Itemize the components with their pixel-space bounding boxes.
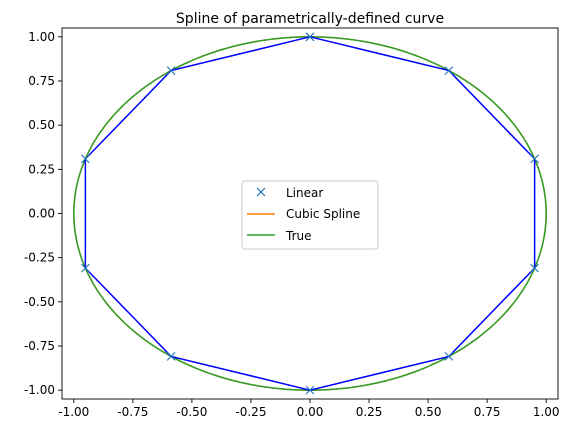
linear-point-marker [80, 154, 90, 164]
linear-point-marker [305, 385, 315, 395]
y-tick-label: -0.75 [24, 339, 55, 353]
chart-title: Spline of parametrically-defined curve [176, 11, 444, 27]
x-tick-label: -1.00 [58, 405, 89, 419]
linear-point-marker [444, 352, 454, 361]
y-tick-label: 0.75 [28, 74, 55, 88]
x-tick-label: -0.25 [235, 405, 266, 419]
linear-point-marker [444, 66, 454, 75]
x-tick-label: -0.50 [176, 405, 207, 419]
legend-label-linear: Linear [286, 186, 323, 200]
y-tick-label: 1.00 [28, 30, 55, 44]
x-tick-label: 0.50 [415, 405, 442, 419]
linear-point-marker [530, 154, 540, 164]
linear-point-marker [166, 66, 176, 75]
linear-point-marker [530, 263, 540, 273]
y-tick-label: 0.00 [28, 207, 55, 221]
legend-box [241, 180, 379, 250]
linear-point-marker [80, 263, 90, 273]
legend: Linear Cubic Spline True [241, 180, 379, 250]
x-tick-label: 0.00 [297, 405, 324, 419]
x-tick-label: -0.75 [117, 405, 148, 419]
x-tick-label: 0.75 [474, 405, 501, 419]
linear-point-marker [305, 32, 315, 42]
y-tick-label: -0.50 [24, 295, 55, 309]
axes: -1.00 -0.75 -0.50 -0.25 0.00 0.25 0.50 0.75 1.00… [24, 27, 560, 419]
linear-point-marker [166, 352, 176, 361]
x-tick-label: 0.25 [356, 405, 383, 419]
y-tick-label: -1.00 [24, 383, 55, 397]
y-tick-label: 0.25 [28, 162, 55, 176]
x-tick-label: 1.00 [533, 405, 560, 419]
legend-label-cubic-spline: Cubic Spline [286, 207, 360, 221]
legend-label-true: True [285, 229, 312, 243]
y-tick-label: 0.50 [28, 118, 55, 132]
y-tick-label: -0.25 [24, 251, 55, 265]
plot-area [73, 32, 547, 395]
legend-marker-linear [256, 187, 266, 197]
